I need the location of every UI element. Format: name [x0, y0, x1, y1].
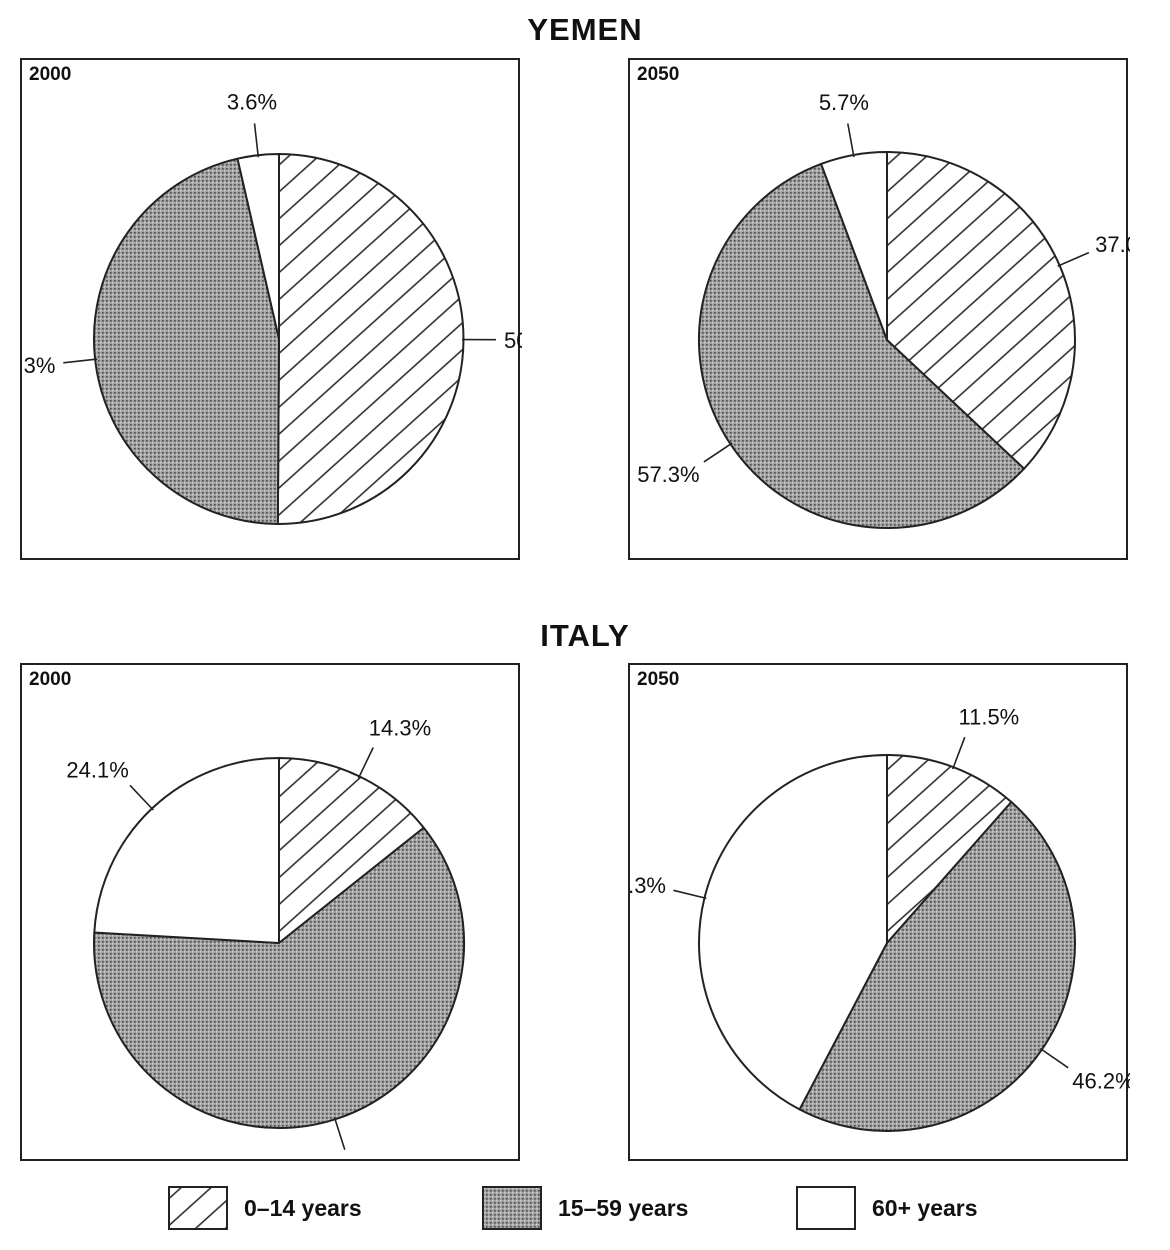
pie-value-label: 61.6%: [337, 1159, 399, 1163]
pie-value-label: 50.1%: [504, 328, 522, 353]
panel-year-label: 2050: [637, 669, 680, 690]
pie-slice-white: [93, 757, 280, 944]
pie-chart: 50.1% 46.3% 3.6%: [22, 90, 522, 526]
pie-chart: 11.5% 46.2% 42.3%: [630, 705, 1130, 1132]
legend-swatch-rect: [168, 1186, 228, 1230]
leader-line: [63, 358, 98, 364]
pie-value-label: 46.2%: [1072, 1068, 1130, 1093]
leader-line: [1039, 1047, 1069, 1069]
leader-line: [673, 889, 707, 900]
yemen-title: YEMEN: [527, 12, 643, 47]
pie-value-label: 3.6%: [227, 90, 277, 115]
pie-value-label: 42.3%: [630, 873, 666, 898]
pie-value-label: 37.0%: [1095, 232, 1130, 257]
legend-label: 0–14 years: [244, 1195, 362, 1221]
legend-swatch-rect: [482, 1186, 542, 1230]
pie-value-label: 24.1%: [66, 757, 128, 782]
leader-line: [333, 1117, 346, 1151]
leader-line: [847, 123, 855, 158]
leader-line: [357, 747, 374, 779]
legend-label: 60+ years: [872, 1195, 978, 1221]
italy-title: ITALY: [540, 618, 630, 653]
leader-line: [253, 123, 260, 158]
legend-label: 15–59 years: [558, 1195, 689, 1221]
pie-chart: 14.3% 61.6% 24.1%: [66, 716, 465, 1163]
leader-line: [951, 736, 966, 770]
dots-swatch-icon: [482, 1186, 542, 1230]
panel-year-label: 2000: [29, 64, 72, 85]
panel-year-label: 2050: [637, 64, 680, 85]
leader-line: [703, 442, 733, 463]
leader-line: [1057, 251, 1090, 267]
pie-value-label: 57.3%: [637, 462, 699, 487]
pie-panel-yemen-2000: 50.1% 46.3% 3.6% 2000: [20, 58, 522, 560]
pie-value-label: 14.3%: [369, 716, 431, 741]
pie-panel-italy-2000: 14.3% 61.6% 24.1% 2000: [20, 663, 520, 1163]
white-swatch-icon: [796, 1186, 856, 1230]
pie-panel-yemen-2050: 37.0% 57.3% 5.7% 2050: [628, 58, 1130, 560]
legend: 0–14 years 15–59 years 60+ years: [0, 1184, 1170, 1234]
legend-swatch-rect: [796, 1186, 856, 1230]
pie-value-label: 46.3%: [22, 353, 55, 378]
pie-slice-hatch: [276, 153, 465, 526]
pie-value-label: 11.5%: [959, 705, 1020, 730]
hatch-swatch-icon: [168, 1186, 228, 1230]
leader-line: [129, 784, 154, 811]
pie-chart: 37.0% 57.3% 5.7%: [637, 90, 1130, 529]
pie-panel-italy-2050: 11.5% 46.2% 42.3% 2050: [628, 663, 1130, 1161]
pie-value-label: 5.7%: [819, 90, 869, 115]
panel-year-label: 2000: [29, 669, 72, 690]
